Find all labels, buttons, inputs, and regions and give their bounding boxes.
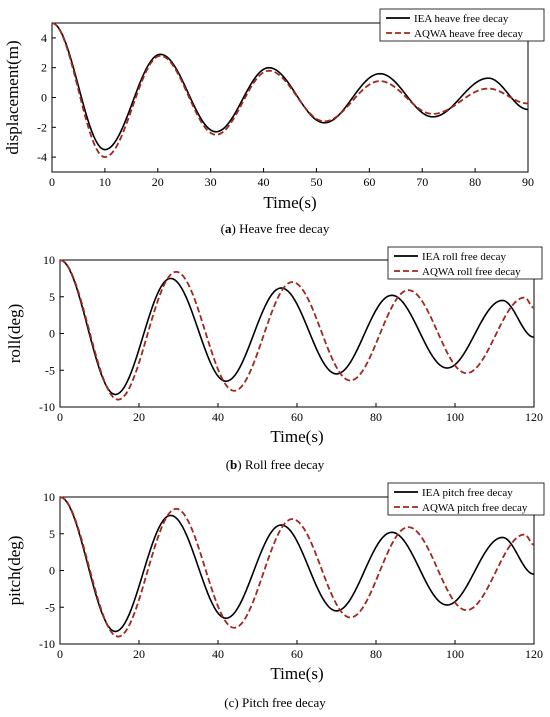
- chart-c-xtick-label: 20: [133, 647, 145, 661]
- chart-c-xtick-label: 100: [446, 647, 464, 661]
- chart-c-xtick-label: 120: [525, 647, 543, 661]
- chart-a-xtick-label: 20: [152, 175, 164, 189]
- chart-a-xtick-label: 40: [258, 175, 270, 189]
- chart-a-series-line-aqwa: [51, 22, 529, 159]
- caption-a-letter: a: [225, 221, 232, 236]
- chart-b-xtick-label: 100: [446, 410, 464, 424]
- chart-a-xtick-label: 0: [49, 175, 55, 189]
- chart-b-xtick-label: 120: [525, 410, 543, 424]
- caption-c: (c) Pitch free decay: [224, 695, 326, 710]
- caption-b-text: Roll free decay: [244, 457, 325, 472]
- chart-c-series-line-iea: [59, 496, 535, 633]
- chart-a-ytick-label: 2: [41, 61, 47, 75]
- chart-a-plot-frame: [51, 22, 529, 173]
- chart-a-ytick-label: -2: [37, 120, 47, 134]
- chart-b-ytick-label: 5: [49, 290, 55, 304]
- chart-c-legend-label-aqwa: AQWA pitch free decay: [422, 502, 528, 514]
- chart-b-xtick-label: 40: [212, 410, 224, 424]
- chart-b-ytick-label: 10: [43, 253, 55, 267]
- chart-a-xtick-label: 10: [99, 175, 111, 189]
- chart-a-xtick-label: 80: [469, 175, 481, 189]
- chart-c-legend-box: [387, 482, 545, 516]
- chart-c-xtick-label: 80: [370, 647, 382, 661]
- chart-c-xtick-label: 0: [57, 647, 63, 661]
- chart-c-ytick-label: -10: [39, 637, 55, 651]
- chart-a-legend-label-aqwa: AQWA heave free decay: [414, 28, 524, 40]
- chart-c-xtick-label: 40: [212, 647, 224, 661]
- chart-a-ylabel: displacement(m): [3, 40, 22, 154]
- chart-c-ytick-label: 5: [49, 527, 55, 541]
- caption-a-text: Heave free decay: [239, 221, 330, 236]
- chart-a-xlabel: Time(s): [263, 193, 316, 212]
- chart-c-ylabel: pitch(deg): [5, 536, 24, 606]
- chart-c-xlabel: Time(s): [270, 664, 323, 683]
- chart-a-legend-label-iea: IEA heave free decay: [414, 13, 509, 25]
- chart-a-xtick-label: 90: [522, 175, 534, 189]
- chart-b-xtick-label: 60: [291, 410, 303, 424]
- chart-c-legend-label-iea: IEA pitch free decay: [422, 487, 513, 499]
- chart-b-xtick-label: 20: [133, 410, 145, 424]
- caption-c-text: Pitch free decay: [241, 695, 326, 710]
- chart-b-ytick-label: 0: [49, 327, 55, 341]
- chart-b-legend-label-aqwa: AQWA roll free decay: [422, 266, 521, 278]
- chart-c-ytick-label: 0: [49, 564, 55, 578]
- caption-a: (a) Heave free decay: [220, 221, 330, 236]
- chart-b-xlabel: Time(s): [270, 427, 323, 446]
- chart-c-series-line-aqwa: [59, 496, 535, 638]
- chart-a-ytick-label: 4: [41, 31, 47, 45]
- chart-b-ytick-label: -10: [39, 400, 55, 414]
- chart-c-ytick-label: 10: [43, 490, 55, 504]
- chart-b-series-line-iea: [59, 259, 535, 396]
- chart-a-ytick-label: -4: [37, 150, 47, 164]
- caption-b-letter: b: [230, 457, 238, 472]
- chart-a-xtick-label: 30: [205, 175, 217, 189]
- chart-b-legend-label-iea: IEA roll free decay: [422, 251, 506, 263]
- caption-c-letter: c: [228, 695, 235, 710]
- chart-b-xtick-label: 80: [370, 410, 382, 424]
- chart-a-xtick-label: 60: [363, 175, 375, 189]
- caption-b: (b) Roll free decay: [225, 457, 325, 472]
- chart-b-series-line-aqwa: [59, 259, 535, 401]
- chart-b-legend-box: [387, 246, 543, 280]
- chart-c-xtick-label: 60: [291, 647, 303, 661]
- chart-a-legend-box: [379, 8, 545, 42]
- chart-a-xtick-label: 70: [416, 175, 428, 189]
- chart-a-ytick-label: 0: [41, 91, 47, 105]
- chart-b-ylabel: roll(deg): [5, 304, 24, 363]
- chart-b-xtick-label: 0: [57, 410, 63, 424]
- chart-a-xtick-label: 50: [310, 175, 322, 189]
- chart-b-ytick-label: -5: [45, 363, 55, 377]
- chart-c-ytick-label: -5: [45, 600, 55, 614]
